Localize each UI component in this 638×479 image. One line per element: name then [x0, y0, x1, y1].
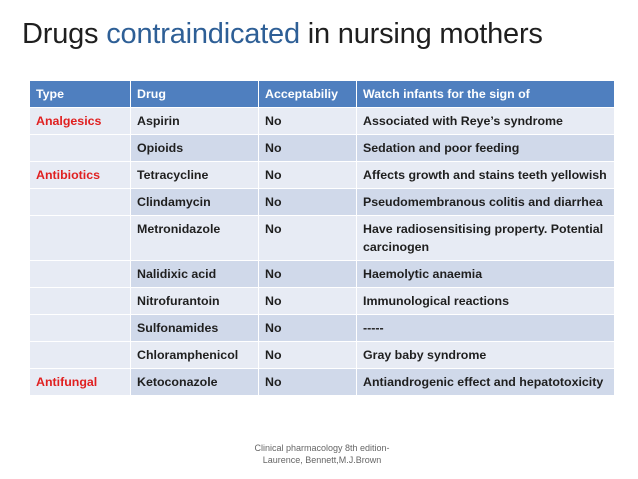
header-drug: Drug [130, 80, 259, 108]
table-row: Clindamycin No Pseudomembranous colitis … [29, 188, 615, 216]
acceptability-cell: No [258, 107, 357, 135]
sign-cell: Gray baby syndrome [356, 341, 615, 369]
type-cell [29, 287, 131, 315]
type-cell [29, 314, 131, 342]
drug-cell: Nitrofurantoin [130, 287, 259, 315]
acceptability-cell: No [258, 215, 357, 261]
table-row: Metronidazole No Have radiosensitising p… [29, 215, 615, 261]
header-type: Type [29, 80, 131, 108]
sign-cell: Pseudomembranous colitis and diarrhea [356, 188, 615, 216]
type-cell: Antifungal [29, 368, 131, 396]
citation-line-2: Laurence, Bennett,M.J.Brown [262, 455, 382, 465]
type-cell: Antibiotics [29, 161, 131, 189]
type-cell [29, 215, 131, 261]
header-watch-signs: Watch infants for the sign of [356, 80, 615, 108]
title-accent-word: contraindicated [106, 18, 300, 50]
sign-cell: Immunological reactions [356, 287, 615, 315]
drug-table: Type Drug Acceptabiliy Watch infants for… [29, 80, 615, 396]
acceptability-cell: No [258, 368, 357, 396]
citation-line-1: Clinical pharmacology 8th edition- [254, 443, 390, 453]
sign-cell: Affects growth and stains teeth yellowis… [356, 161, 615, 189]
acceptability-cell: No [258, 314, 357, 342]
acceptability-cell: No [258, 341, 357, 369]
acceptability-cell: No [258, 188, 357, 216]
type-cell [29, 134, 131, 162]
drug-cell: Opioids [130, 134, 259, 162]
table-row: Sulfonamides No ----- [29, 314, 615, 342]
citation-footer: Clinical pharmacology 8th edition- Laure… [232, 442, 412, 466]
acceptability-cell: No [258, 161, 357, 189]
type-cell [29, 341, 131, 369]
table-row: Chloramphenicol No Gray baby syndrome [29, 341, 615, 369]
drug-cell: Metronidazole [130, 215, 259, 261]
sign-cell: ----- [356, 314, 615, 342]
table-header-row: Type Drug Acceptabiliy Watch infants for… [29, 80, 615, 108]
sign-cell: Antiandrogenic effect and hepatotoxicity [356, 368, 615, 396]
type-cell: Analgesics [29, 107, 131, 135]
header-acceptability: Acceptabiliy [258, 80, 357, 108]
type-cell [29, 260, 131, 288]
title-part-1: Drugs [22, 18, 107, 50]
slide-title: Drugs contraindicated in nursing mothers [22, 18, 543, 51]
table-row: Opioids No Sedation and poor feeding [29, 134, 615, 162]
table-row: Antibiotics Tetracycline No Affects grow… [29, 161, 615, 189]
sign-cell: Associated with Reye’s syndrome [356, 107, 615, 135]
sign-cell: Haemolytic anaemia [356, 260, 615, 288]
drug-cell: Sulfonamides [130, 314, 259, 342]
drug-cell: Nalidixic acid [130, 260, 259, 288]
title-part-2: in nursing mothers [299, 18, 543, 50]
sign-cell: Have radiosensitising property. Potentia… [356, 215, 615, 261]
drug-cell: Aspirin [130, 107, 259, 135]
drug-cell: Clindamycin [130, 188, 259, 216]
type-cell [29, 188, 131, 216]
table-row: Nitrofurantoin No Immunological reaction… [29, 287, 615, 315]
table-row: Analgesics Aspirin No Associated with Re… [29, 107, 615, 135]
drug-cell: Ketoconazole [130, 368, 259, 396]
sign-cell: Sedation and poor feeding [356, 134, 615, 162]
table-row: Antifungal Ketoconazole No Antiandrogeni… [29, 368, 615, 396]
acceptability-cell: No [258, 287, 357, 315]
acceptability-cell: No [258, 260, 357, 288]
drug-cell: Chloramphenicol [130, 341, 259, 369]
table-row: Nalidixic acid No Haemolytic anaemia [29, 260, 615, 288]
drug-cell: Tetracycline [130, 161, 259, 189]
acceptability-cell: No [258, 134, 357, 162]
